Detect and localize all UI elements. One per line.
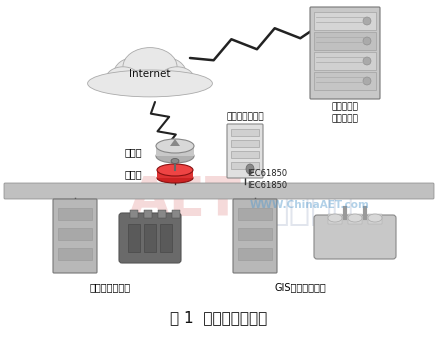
Ellipse shape — [88, 70, 212, 97]
Bar — [58, 208, 92, 220]
Bar — [172, 210, 180, 218]
FancyBboxPatch shape — [310, 7, 380, 99]
Bar — [314, 12, 376, 30]
FancyBboxPatch shape — [4, 183, 434, 199]
FancyBboxPatch shape — [227, 124, 263, 178]
Bar — [144, 224, 156, 252]
Ellipse shape — [328, 214, 342, 222]
Text: WWW.ChinaAET.com: WWW.ChinaAET.com — [250, 200, 370, 210]
Ellipse shape — [123, 48, 177, 86]
FancyBboxPatch shape — [233, 199, 277, 273]
Bar — [156, 146, 194, 156]
Ellipse shape — [113, 57, 157, 90]
Bar — [231, 162, 259, 169]
Text: AET: AET — [129, 174, 241, 226]
Bar — [144, 210, 152, 218]
Ellipse shape — [368, 214, 382, 222]
Polygon shape — [170, 139, 180, 146]
Bar — [314, 72, 376, 90]
Text: 防火墙: 防火墙 — [125, 147, 143, 157]
Text: 技术应用: 技术应用 — [267, 193, 353, 227]
Bar — [58, 228, 92, 240]
Bar — [238, 248, 272, 260]
Text: 路由器: 路由器 — [125, 169, 143, 179]
Bar — [348, 214, 362, 224]
Text: 自动化系统: 自动化系统 — [332, 114, 358, 123]
Text: Internet: Internet — [129, 69, 171, 79]
Text: 变压器智能组件: 变压器智能组件 — [89, 282, 131, 292]
Text: 信息一体化平台: 信息一体化平台 — [226, 112, 264, 121]
Text: IEC61850: IEC61850 — [247, 181, 287, 191]
Text: IEC61850: IEC61850 — [247, 169, 287, 178]
Ellipse shape — [363, 57, 371, 65]
Bar — [328, 214, 342, 224]
Ellipse shape — [143, 57, 187, 90]
Ellipse shape — [157, 173, 193, 183]
Text: 图 1  方案一系统组成: 图 1 方案一系统组成 — [170, 311, 268, 326]
Ellipse shape — [246, 164, 254, 174]
Bar — [128, 224, 140, 252]
FancyBboxPatch shape — [314, 215, 396, 259]
Bar — [314, 32, 376, 50]
Bar — [58, 248, 92, 260]
Ellipse shape — [156, 139, 194, 153]
Bar — [158, 210, 166, 218]
FancyBboxPatch shape — [119, 213, 181, 263]
Bar — [231, 151, 259, 158]
Ellipse shape — [363, 37, 371, 45]
Ellipse shape — [106, 67, 140, 91]
Text: GIS间隔智能组件: GIS间隔智能组件 — [274, 282, 326, 292]
Ellipse shape — [348, 214, 362, 222]
Text: 变电站综合: 变电站综合 — [332, 102, 358, 111]
Ellipse shape — [160, 67, 194, 91]
Bar — [238, 228, 272, 240]
Bar — [368, 214, 382, 224]
Bar — [314, 52, 376, 70]
Bar — [231, 129, 259, 136]
Bar — [130, 210, 138, 218]
Ellipse shape — [363, 17, 371, 25]
Ellipse shape — [156, 149, 194, 163]
Bar — [157, 170, 193, 178]
Bar — [231, 140, 259, 147]
Ellipse shape — [157, 164, 193, 176]
Bar — [238, 208, 272, 220]
Bar — [160, 224, 172, 252]
Ellipse shape — [363, 77, 371, 85]
Ellipse shape — [171, 159, 179, 163]
FancyBboxPatch shape — [53, 199, 97, 273]
